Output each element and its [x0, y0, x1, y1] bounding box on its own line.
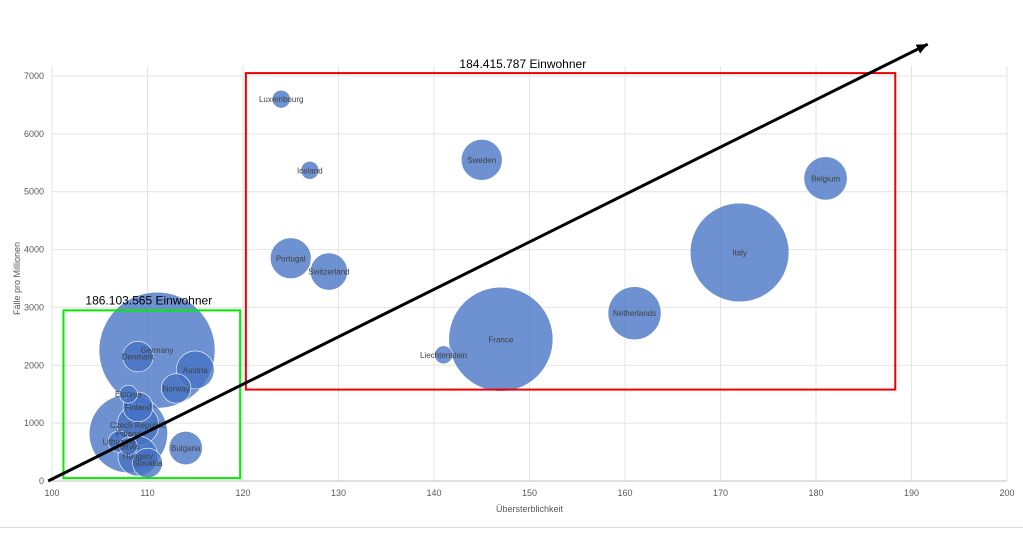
bubble-label: Estonia [115, 390, 142, 399]
bubble [122, 340, 154, 373]
bubble-label: Poland [116, 430, 141, 439]
x-tick-label: 110 [140, 488, 154, 498]
bubble [119, 384, 138, 404]
bubble [270, 237, 312, 279]
x-tick-label: 100 [44, 488, 59, 498]
bubble [460, 139, 503, 181]
red-group-box [244, 72, 897, 391]
y-tick-label: 4000 [24, 245, 44, 255]
bubble-label: Bulgaria [171, 444, 201, 453]
y-tick-label: 5000 [24, 187, 44, 197]
y-tick-label: 1000 [24, 418, 44, 428]
y-axis-title: Fälle pro Millionen [12, 242, 22, 315]
bubble [448, 286, 554, 392]
bubble-label: Lithuania [103, 438, 136, 447]
bubble [607, 286, 662, 341]
x-tick-label: 190 [904, 488, 919, 498]
x-tick-label: 160 [617, 488, 632, 498]
bubble-label: Denmark [122, 353, 155, 362]
y-tick-label: 6000 [24, 129, 44, 139]
bubble [434, 345, 453, 365]
y-tick-label: 0 [39, 476, 44, 486]
x-axis-title: Übersterblichkeit [496, 504, 564, 514]
bubble [689, 202, 790, 303]
red-group-label: 184.415.787 Einwohner [459, 57, 586, 71]
bubble-label: Norway [163, 384, 190, 393]
green-group-label: 186.103.565 Einwohner [85, 293, 212, 307]
bubble [310, 252, 348, 291]
x-tick-label: 200 [999, 488, 1014, 498]
bubble-label: Liechtenstein [420, 351, 467, 360]
y-tick-label: 3000 [24, 302, 44, 312]
y-tick-label: 2000 [24, 360, 44, 370]
bubble-label: Switzerland [308, 268, 349, 277]
trend-arrow-line [47, 42, 929, 483]
bubble-label: Finland [125, 403, 151, 412]
bubble-label: Portugal [276, 254, 306, 263]
bubble [161, 373, 192, 404]
bubble-label: Hungary [123, 452, 153, 461]
bubble [271, 89, 291, 109]
bubble-label: Germany [141, 346, 174, 355]
x-tick-label: 180 [808, 488, 823, 498]
bubble-label: Netherlands [613, 309, 656, 318]
bubble-label: Iceland [297, 166, 323, 175]
bubble-label: Czech Republic [110, 421, 166, 430]
x-tick-label: 170 [713, 488, 728, 498]
bubble-label: Luxembourg [259, 95, 303, 104]
bubble-label: Austria [183, 366, 208, 375]
x-tick-label: 130 [331, 488, 346, 498]
green-group-box [62, 309, 242, 480]
bubble [168, 431, 203, 466]
bubble-label: France [488, 335, 513, 344]
bubble-label: Slovakia [132, 459, 163, 468]
bubble [803, 156, 848, 201]
bubble [300, 161, 320, 180]
x-tick-label: 140 [426, 488, 441, 498]
trend-arrow-head [915, 44, 928, 54]
bottom-divider [0, 527, 1023, 528]
bubble-label: Belgium [811, 174, 840, 183]
x-tick-label: 150 [522, 488, 537, 498]
bubble-label: Italy [732, 248, 747, 257]
y-tick-label: 7000 [24, 71, 44, 81]
x-tick-label: 120 [235, 488, 250, 498]
bubble-label: Latvia [118, 442, 140, 451]
bubble-label: Sweden [467, 156, 496, 165]
